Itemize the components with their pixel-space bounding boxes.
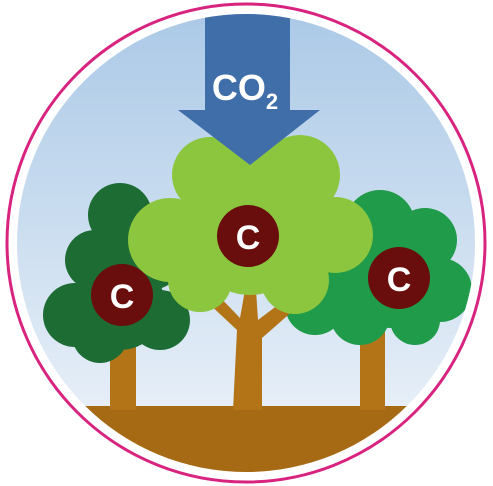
carbon-label: C [236,219,261,257]
illustration: CO2 C C C [0,0,493,486]
page: CO2 C C C (() => { const data = JSON.par… [0,0,493,486]
carbon-label: C [387,261,412,299]
scene: CO2 C C C [0,0,493,486]
co2-subscript: 2 [266,89,278,114]
co2-main: CO [212,67,266,108]
carbon-label: C [110,278,135,316]
